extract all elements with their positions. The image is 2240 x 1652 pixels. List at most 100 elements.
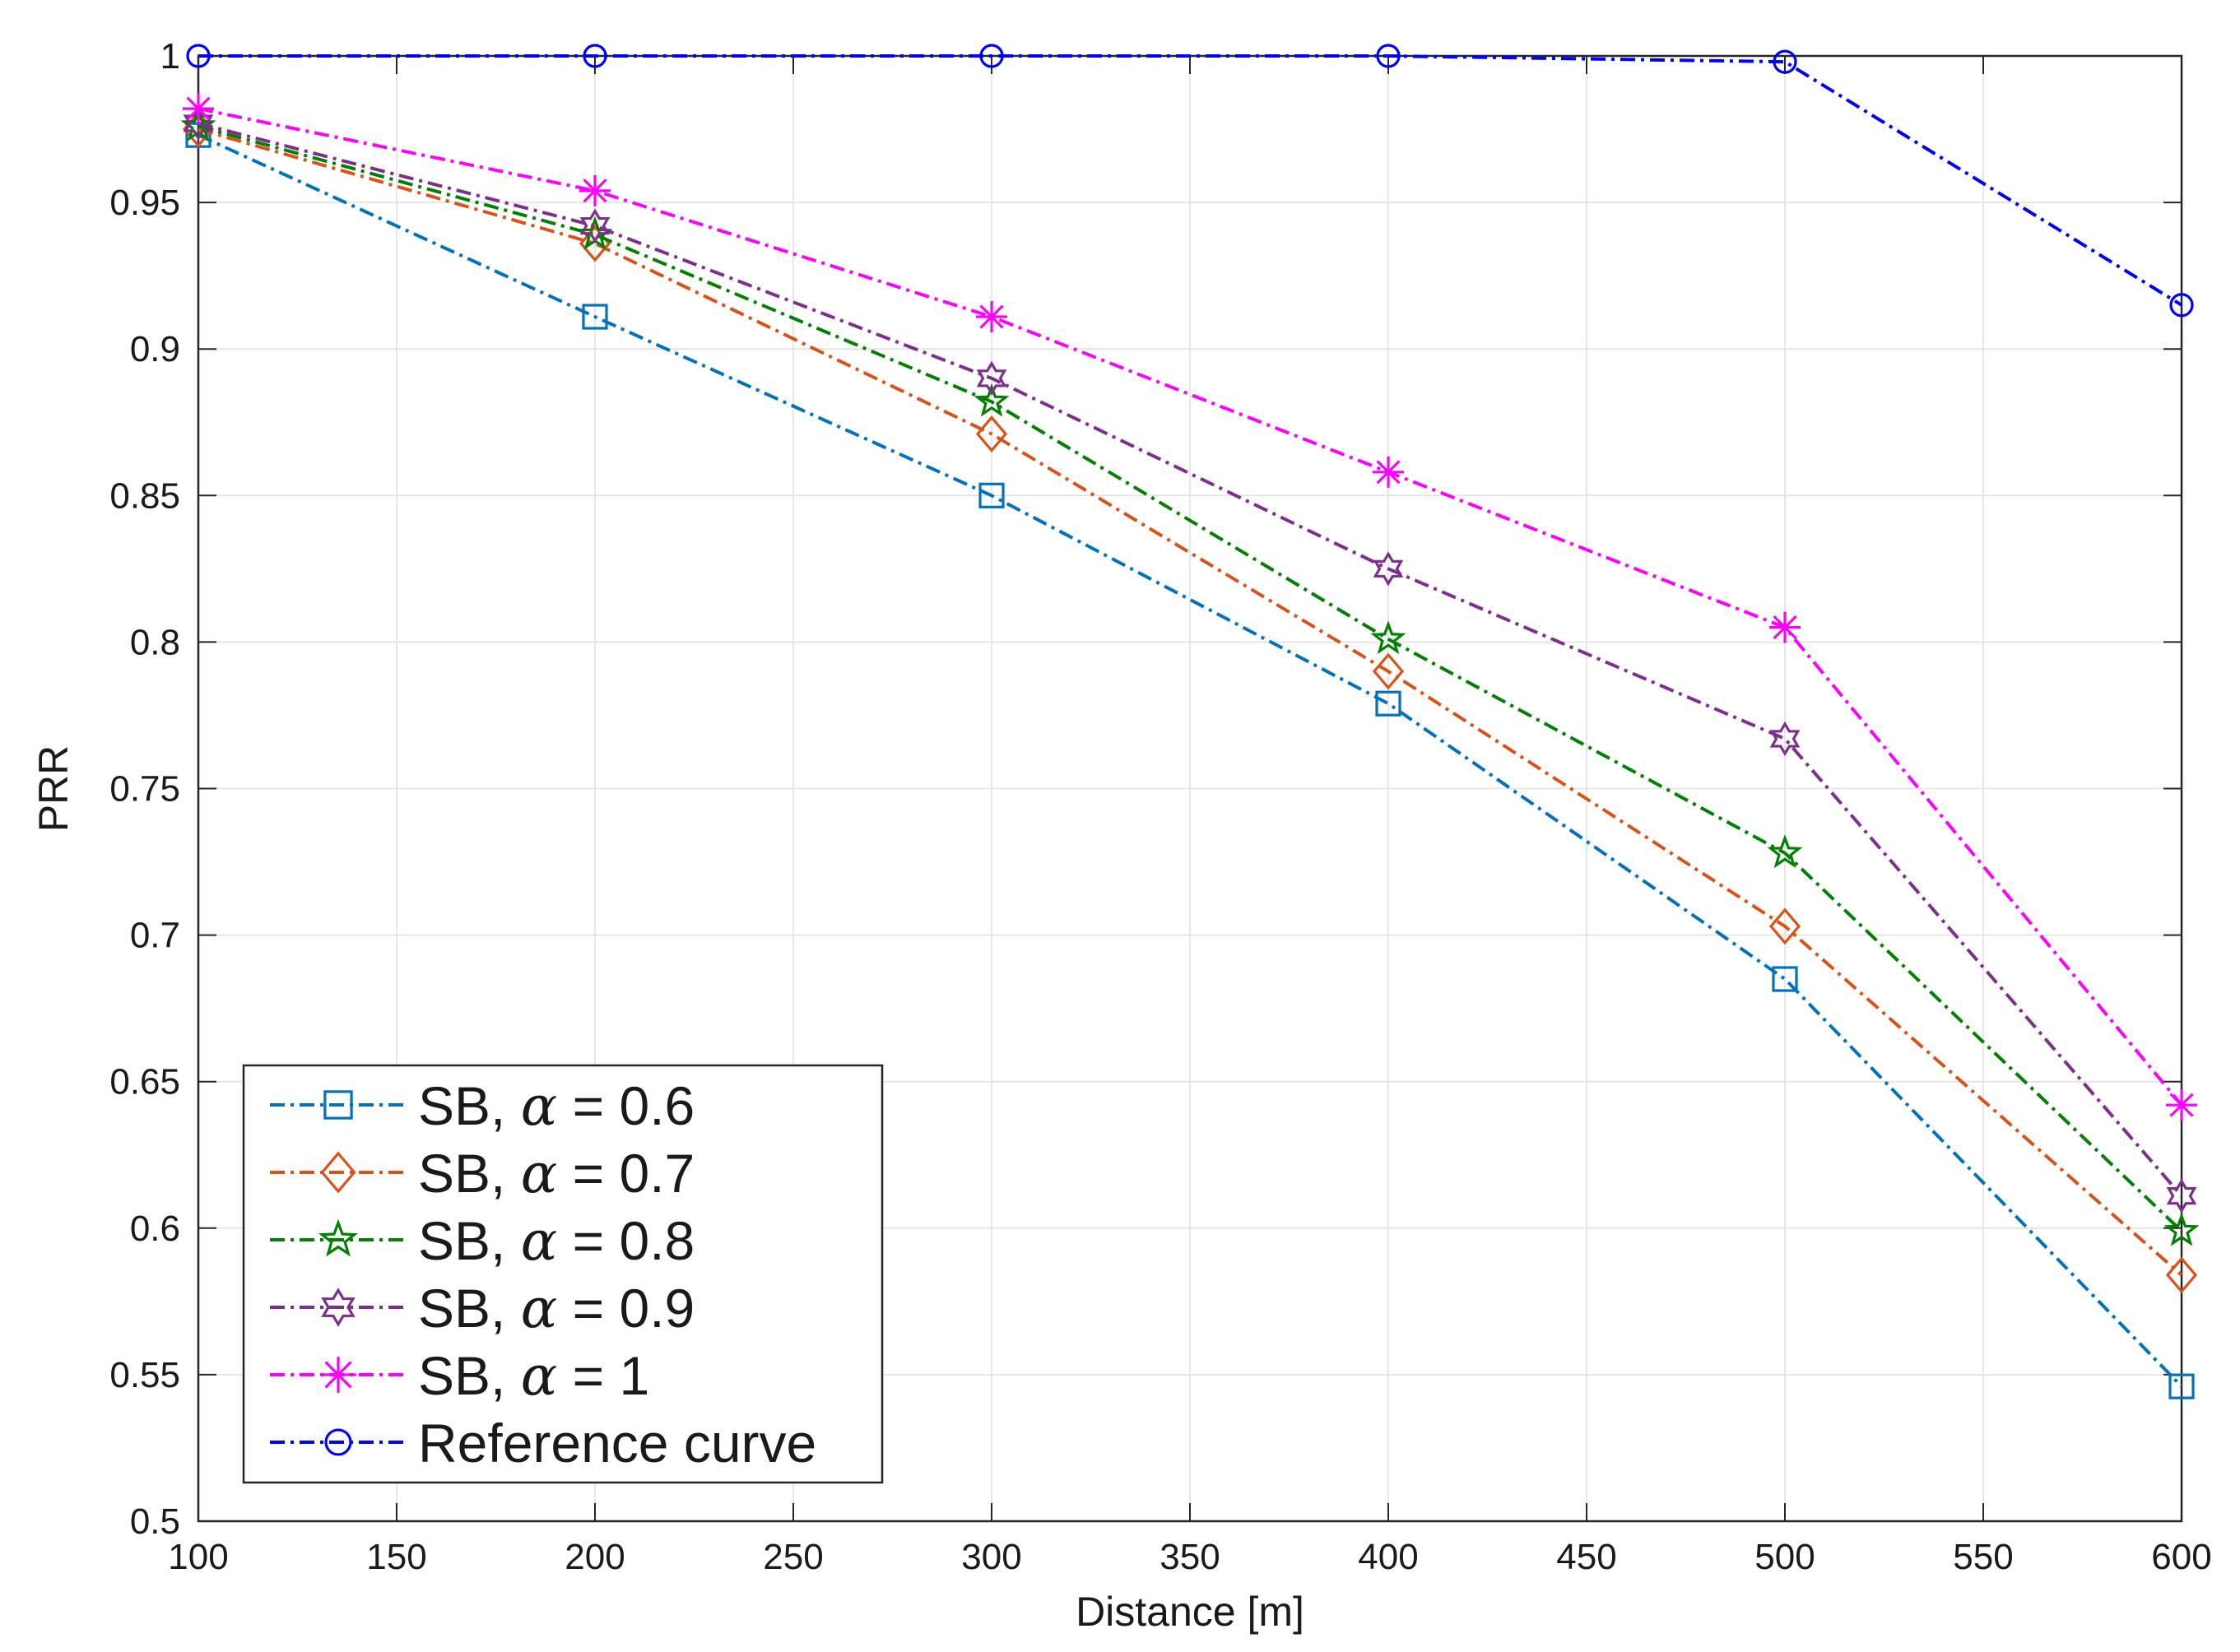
legend-box	[242, 1064, 884, 1484]
x-tick-label: 450	[1556, 1537, 1616, 1577]
series-line	[198, 128, 2183, 1277]
legend-label-part: α	[521, 1209, 558, 1273]
series-group	[183, 93, 2197, 1121]
data-point-marker	[1769, 611, 1801, 643]
data-point-marker	[975, 415, 1008, 452]
legend-entry: SB, α = 0.6	[270, 1074, 695, 1138]
y-tick-label: 0.8	[130, 622, 180, 662]
y-axis-label: PRR	[30, 745, 77, 833]
asterisk-stroke	[583, 179, 607, 203]
asterisk-stroke	[979, 304, 1004, 329]
data-point-marker	[186, 44, 211, 68]
legend-label-part: α	[521, 1074, 558, 1138]
series-line	[198, 54, 2183, 307]
data-point-marker	[321, 1288, 356, 1327]
asterisk-stroke	[324, 1361, 352, 1389]
asterisk-stroke	[1376, 460, 1401, 485]
data-point-marker	[1372, 652, 1405, 690]
axis-ticks: 100 150 200 250 300 350 400 450 500 550 600 0.5 0.55…	[109, 36, 2211, 1577]
y-tick-label: 0.6	[130, 1209, 180, 1249]
data-point-marker	[318, 1218, 359, 1257]
legend-entry: SB, α = 0.8	[270, 1209, 695, 1273]
asterisk-stroke	[1773, 615, 1797, 640]
series-group	[183, 105, 2197, 1213]
legend-label-part: SB,	[418, 1345, 521, 1406]
asterisk-stroke	[186, 96, 211, 121]
legend-entry: Reference curve	[270, 1413, 816, 1473]
series-line	[198, 124, 2183, 1232]
data-point-marker	[320, 1151, 356, 1194]
data-point-marker	[2163, 1212, 2200, 1246]
x-tick-label: 100	[168, 1537, 228, 1577]
data-point-marker	[1373, 456, 1404, 488]
legend-label: SB, α = 0.8	[418, 1209, 695, 1273]
data-point-marker	[183, 93, 214, 125]
legend-label: SB, α = 1	[418, 1344, 649, 1408]
legend-label-part: SB,	[418, 1278, 521, 1339]
legend-label-part: = 1	[557, 1345, 649, 1406]
data-point-marker	[978, 482, 1005, 508]
y-tick-label: 1	[160, 36, 180, 77]
data-point-marker	[2166, 1178, 2197, 1213]
y-tick-label: 0.55	[109, 1355, 180, 1395]
series-line	[198, 133, 2183, 1388]
x-tick-label: 300	[961, 1537, 1021, 1577]
data-point-marker	[976, 301, 1007, 333]
x-tick-label: 550	[1953, 1537, 2013, 1577]
legend-entry: SB, α = 0.7	[270, 1142, 695, 1205]
legend-entry: SB, α = 1	[270, 1344, 649, 1408]
x-axis-label: Distance [m]	[1076, 1589, 1304, 1635]
legend: SB, α = 0.6SB, α = 0.7SB, α = 0.8SB, α =…	[242, 1064, 884, 1484]
data-point-marker	[320, 1357, 356, 1393]
data-point-marker	[1769, 721, 1801, 757]
legend-label-part: SB,	[418, 1143, 521, 1204]
data-point-marker	[1773, 49, 1797, 74]
legend-label: SB, α = 0.7	[418, 1142, 695, 1205]
data-point-marker	[579, 208, 611, 244]
y-tick-label: 0.85	[109, 476, 180, 516]
data-point-marker	[1373, 551, 1404, 587]
y-tick-label: 0.7	[130, 916, 180, 956]
data-point-marker	[323, 1090, 353, 1120]
legend-entry: SB, α = 0.9	[270, 1277, 695, 1340]
data-point-marker	[1772, 966, 1798, 992]
legend-label: Reference curve	[418, 1413, 816, 1473]
legend-label-part: Reference curve	[418, 1413, 816, 1473]
x-tick-label: 150	[366, 1537, 426, 1577]
legend-label-part: = 0.9	[557, 1278, 695, 1339]
legend-label-part: SB,	[418, 1210, 521, 1271]
data-series	[180, 44, 2200, 1399]
series-group	[186, 44, 2194, 318]
data-point-marker	[2168, 1373, 2195, 1399]
data-point-marker	[1768, 907, 1801, 945]
data-point-marker	[583, 44, 607, 68]
data-point-marker	[2165, 1256, 2198, 1294]
data-point-marker	[183, 105, 214, 142]
legend-label-part: α	[521, 1344, 558, 1408]
legend-label-part: SB,	[418, 1075, 521, 1136]
x-tick-label: 600	[2151, 1537, 2211, 1577]
data-point-marker	[1370, 620, 1406, 655]
x-tick-label: 500	[1754, 1537, 1815, 1577]
data-point-marker	[582, 304, 608, 330]
data-point-marker	[2166, 1089, 2197, 1121]
legend-label-part: α	[521, 1277, 558, 1340]
legend-label-part: = 0.6	[557, 1075, 695, 1136]
legend-label-part: α	[521, 1142, 558, 1205]
data-point-marker	[974, 383, 1010, 417]
series-line	[198, 107, 2183, 1107]
x-tick-label: 200	[565, 1537, 625, 1577]
data-point-marker	[1375, 690, 1401, 717]
data-point-marker	[976, 360, 1007, 396]
y-tick-label: 0.5	[130, 1501, 180, 1542]
legend-label: SB, α = 0.6	[418, 1074, 695, 1138]
x-tick-label: 400	[1358, 1537, 1418, 1577]
legend-label-part: = 0.8	[557, 1210, 695, 1271]
asterisk-stroke	[2169, 1093, 2194, 1117]
data-point-marker	[579, 174, 611, 206]
data-point-marker	[1767, 834, 1803, 869]
data-point-marker	[1376, 44, 1401, 68]
data-point-marker	[2169, 293, 2194, 318]
data-point-marker	[979, 44, 1004, 68]
legend-label-part: = 0.7	[557, 1143, 695, 1204]
